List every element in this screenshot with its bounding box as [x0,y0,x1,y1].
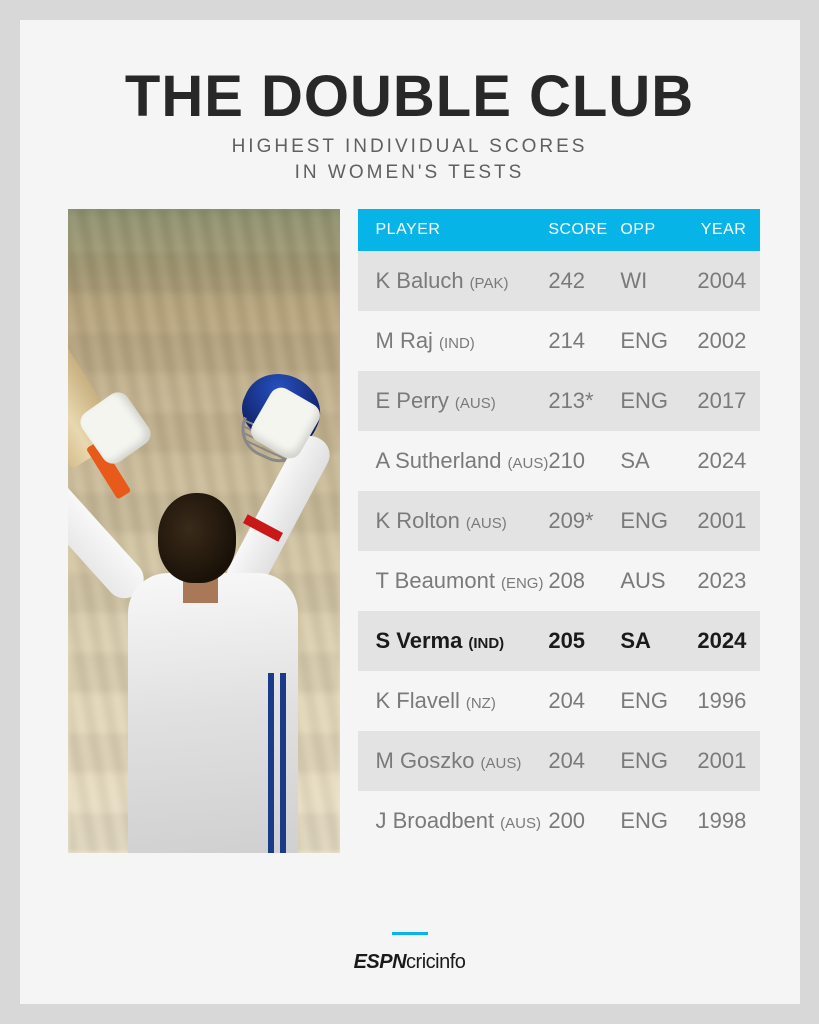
score-cell: 204 [548,748,620,774]
brand-light: cricinfo [406,951,465,973]
col-header-opp: OPP [620,221,684,239]
col-header-year: YEAR [684,221,746,239]
table-row: J Broadbent (AUS)200ENG1998 [358,791,761,851]
year-cell: 1996 [684,688,746,714]
subtitle: HIGHEST INDIVIDUAL SCORES IN WOMEN'S TES… [68,134,752,185]
col-header-score: SCORE [548,221,620,239]
main-title: THE DOUBLE CLUB [68,68,752,126]
opp-cell: SA [620,448,684,474]
player-name: M Goszko [376,748,475,774]
year-cell: 2002 [684,328,746,354]
year-cell: 2017 [684,388,746,414]
infographic-card: THE DOUBLE CLUB HIGHEST INDIVIDUAL SCORE… [20,20,800,1004]
table-row: K Baluch (PAK)242WI2004 [358,251,761,311]
opp-cell: AUS [620,568,684,594]
player-country: (AUS) [481,755,522,772]
player-silhouette: CEAT [108,353,328,853]
table-row: S Verma (IND)205SA2024 [358,611,761,671]
score-cell: 242 [548,268,620,294]
year-cell: 2023 [684,568,746,594]
table-row: M Raj (IND)214ENG2002 [358,311,761,371]
footer: ESPNcricinfo [68,932,752,974]
year-cell: 2001 [684,748,746,774]
player-cell: K Flavell (NZ) [376,688,549,714]
brand-bold: ESPN [354,951,406,973]
year-cell: 2004 [684,268,746,294]
year-cell: 2001 [684,508,746,534]
score-cell: 208 [548,568,620,594]
subtitle-line-1: HIGHEST INDIVIDUAL SCORES [232,136,588,157]
player-name: S Verma [376,628,463,654]
player-cell: K Rolton (AUS) [376,508,549,534]
opp-cell: ENG [620,748,684,774]
bat-sponsor-label: CEAT [68,360,76,398]
player-cell: T Beaumont (ENG) [376,568,549,594]
player-name: K Rolton [376,508,460,534]
player-cell: K Baluch (PAK) [376,268,549,294]
player-country: (AUS) [507,455,548,472]
player-name: M Raj [376,328,433,354]
opp-cell: ENG [620,808,684,834]
year-cell: 1998 [684,808,746,834]
table-row: T Beaumont (ENG)208AUS2023 [358,551,761,611]
player-name: E Perry [376,388,449,414]
brand-logo: ESPNcricinfo [68,951,752,974]
score-cell: 214 [548,328,620,354]
score-cell: 213* [548,388,620,414]
content-row: CEAT PLAYER SCORE OPP [68,209,752,910]
table-row: A Sutherland (AUS)210SA2024 [358,431,761,491]
player-name: K Baluch [376,268,464,294]
opp-cell: ENG [620,688,684,714]
player-country: (AUS) [466,515,507,532]
player-name: A Sutherland [376,448,502,474]
player-country: (PAK) [470,275,509,292]
player-country: (ENG) [501,575,544,592]
table-header: PLAYER SCORE OPP YEAR [358,209,761,251]
scores-table: PLAYER SCORE OPP YEAR K Baluch (PAK)242W… [358,209,761,910]
score-cell: 210 [548,448,620,474]
table-row: K Flavell (NZ)204ENG1996 [358,671,761,731]
table-row: M Goszko (AUS)204ENG2001 [358,731,761,791]
player-country: (IND) [439,335,475,352]
player-photo: CEAT [68,209,340,853]
score-cell: 209* [548,508,620,534]
col-header-player: PLAYER [376,221,549,239]
year-cell: 2024 [684,448,746,474]
player-cell: M Goszko (AUS) [376,748,549,774]
player-country: (AUS) [500,815,541,832]
player-country: (NZ) [466,695,496,712]
player-country: (IND) [468,635,504,652]
opp-cell: ENG [620,508,684,534]
opp-cell: ENG [620,328,684,354]
player-cell: E Perry (AUS) [376,388,549,414]
table-body: K Baluch (PAK)242WI2004M Raj (IND)214ENG… [358,251,761,851]
accent-divider [392,932,428,935]
player-country: (AUS) [455,395,496,412]
player-name: T Beaumont [376,568,495,594]
player-cell: J Broadbent (AUS) [376,808,549,834]
opp-cell: ENG [620,388,684,414]
score-cell: 200 [548,808,620,834]
player-cell: S Verma (IND) [376,628,549,654]
subtitle-line-2: IN WOMEN'S TESTS [295,162,525,183]
table-row: E Perry (AUS)213*ENG2017 [358,371,761,431]
year-cell: 2024 [684,628,746,654]
table-row: K Rolton (AUS)209*ENG2001 [358,491,761,551]
player-name: K Flavell [376,688,460,714]
score-cell: 204 [548,688,620,714]
score-cell: 205 [548,628,620,654]
player-cell: M Raj (IND) [376,328,549,354]
player-cell: A Sutherland (AUS) [376,448,549,474]
opp-cell: WI [620,268,684,294]
opp-cell: SA [620,628,684,654]
player-name: J Broadbent [376,808,495,834]
